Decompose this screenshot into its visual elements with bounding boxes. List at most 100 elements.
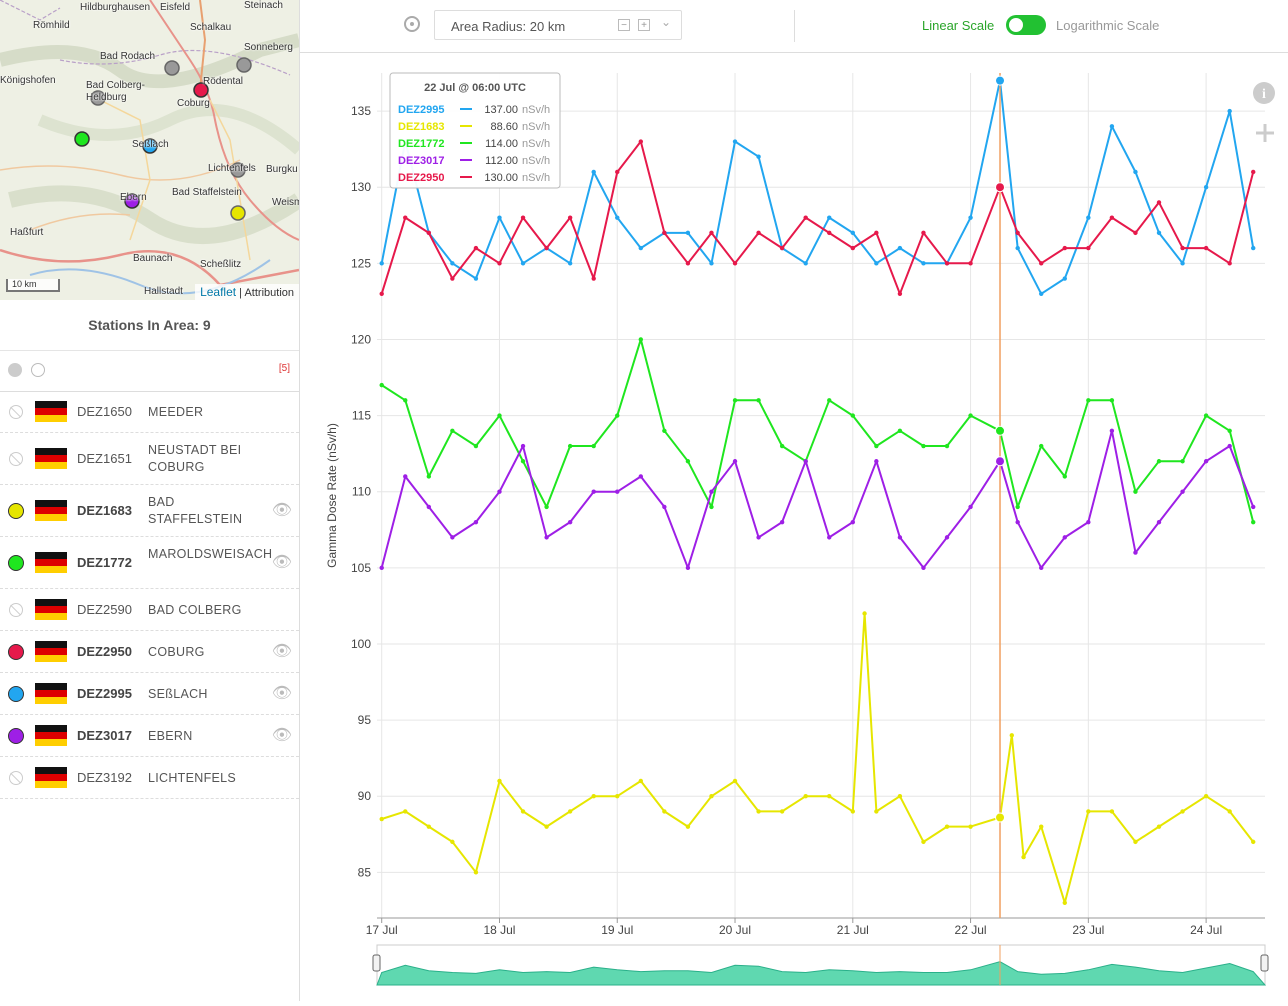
data-point-DEZ3017 xyxy=(1203,459,1209,464)
data-point-DEZ3017 xyxy=(1015,519,1020,525)
data-point-DEZ1683 xyxy=(403,809,408,814)
data-point-DEZ2950 xyxy=(850,245,855,251)
data-point-DEZ2995 xyxy=(615,215,620,220)
station-code: DEZ2950 xyxy=(77,643,132,659)
data-point-DEZ1772 xyxy=(897,428,903,433)
data-point-DEZ2950 xyxy=(968,261,973,266)
select-all-button[interactable] xyxy=(8,363,22,377)
data-point-DEZ1772 xyxy=(1156,459,1162,464)
station-row[interactable]: DEZ2950 COBURG 👁 xyxy=(0,631,299,673)
data-point-DEZ1772 xyxy=(827,398,832,403)
dose-rate-chart[interactable]: 85 90 95 100 105 110 115 120 125 130 135 17 Jul 18 J… xyxy=(300,53,1288,1001)
station-row[interactable]: DEZ2995 SEßLACH 👁 xyxy=(0,673,299,715)
station-row[interactable]: DEZ1650 MEEDER xyxy=(0,391,299,433)
attribution-link[interactable]: Attribution xyxy=(244,287,294,299)
germany-flag-icon xyxy=(35,724,67,747)
data-point-DEZ3017 xyxy=(921,565,926,571)
selected-count: [5] xyxy=(278,363,290,374)
eye-icon[interactable]: 👁 xyxy=(271,642,292,660)
tooltip-value: 137.00 xyxy=(484,104,518,116)
leaflet-link[interactable]: Leaflet xyxy=(200,285,237,299)
data-point-DEZ3017 xyxy=(638,474,644,479)
station-row[interactable]: DEZ1683 BAD STAFFELSTEIN 👁 xyxy=(0,485,299,537)
series-line-DEZ3017 xyxy=(380,429,1255,569)
data-point-DEZ1683 xyxy=(803,793,808,799)
eye-icon[interactable]: 👁 xyxy=(271,684,292,702)
germany-flag-icon xyxy=(35,766,67,789)
data-point-DEZ3017 xyxy=(1180,489,1185,494)
data-point-DEZ2995 xyxy=(709,261,714,266)
data-point-DEZ3017 xyxy=(1227,443,1232,449)
station-color-dot[interactable] xyxy=(8,643,24,660)
station-color-dot[interactable] xyxy=(8,554,24,571)
data-point-DEZ1772 xyxy=(1251,519,1256,525)
left-panel: Römhild Hildburghausen Eisfeld Steinach … xyxy=(0,0,300,1001)
data-point-DEZ1772 xyxy=(1039,443,1044,449)
eye-icon[interactable]: 👁 xyxy=(271,553,292,571)
select-none-button[interactable] xyxy=(31,363,45,377)
data-point-DEZ1772 xyxy=(520,459,526,464)
area-radius-control[interactable]: Area Radius: 20 km − + ⌄ xyxy=(434,10,682,40)
data-point-DEZ1772 xyxy=(732,398,738,403)
data-point-DEZ3017 xyxy=(662,504,667,510)
station-row[interactable]: DEZ3192 LICHTENFELS xyxy=(0,757,299,799)
radius-plus-button[interactable]: + xyxy=(638,19,650,31)
x-tick-label: 21 Jul xyxy=(837,923,869,937)
map-scale-bar: 10 km xyxy=(6,279,60,292)
data-point-DEZ2950 xyxy=(379,291,384,296)
station-row[interactable]: DEZ3017 EBERN 👁 xyxy=(0,715,299,757)
scale-toggle[interactable] xyxy=(1006,15,1046,35)
data-point-DEZ3017 xyxy=(567,519,573,525)
data-point-DEZ1683 xyxy=(1133,839,1138,845)
chart-area[interactable]: 85 90 95 100 105 110 115 120 125 130 135 17 Jul 18 J… xyxy=(300,53,1288,1001)
data-point-DEZ3017 xyxy=(874,459,879,464)
tooltip-unit: nSv/h xyxy=(522,104,550,116)
radius-minus-button[interactable]: − xyxy=(618,19,630,31)
station-color-dot[interactable] xyxy=(8,502,24,519)
station-row[interactable]: DEZ2590 BAD COLBERG xyxy=(0,589,299,631)
station-code: DEZ3192 xyxy=(77,769,132,785)
target-icon[interactable] xyxy=(404,16,420,32)
data-point-DEZ3017 xyxy=(732,459,738,464)
toolbar-divider xyxy=(794,10,795,42)
data-point-DEZ2995 xyxy=(685,230,691,236)
tooltip-code: DEZ3017 xyxy=(398,155,444,167)
data-point-DEZ1772 xyxy=(403,398,408,403)
station-name: MAROLDSWEISACH xyxy=(148,546,273,561)
station-disabled-icon[interactable] xyxy=(9,770,23,785)
data-point-DEZ3017 xyxy=(709,489,714,494)
data-point-DEZ2950 xyxy=(732,261,738,266)
data-point-DEZ2950 xyxy=(591,276,596,281)
station-color-dot[interactable] xyxy=(8,727,24,744)
x-tick-label: 18 Jul xyxy=(483,923,515,937)
data-point-DEZ2950 xyxy=(497,261,502,266)
data-point-DEZ1683 xyxy=(1251,839,1256,845)
data-point-DEZ1683 xyxy=(1109,809,1115,814)
station-disabled-icon[interactable] xyxy=(9,602,23,617)
linear-scale-label[interactable]: Linear Scale xyxy=(922,18,995,33)
station-map[interactable]: Römhild Hildburghausen Eisfeld Steinach … xyxy=(0,0,299,300)
data-point-DEZ1772 xyxy=(685,459,691,464)
info-icon xyxy=(1253,82,1275,104)
map-label: Hallstadt xyxy=(144,286,183,297)
data-point-DEZ1683 xyxy=(662,809,667,814)
map-label: Weism xyxy=(272,197,299,208)
chevron-down-icon[interactable]: ⌄ xyxy=(661,15,672,29)
station-disabled-icon[interactable] xyxy=(9,404,23,419)
eye-icon[interactable]: 👁 xyxy=(271,726,292,744)
data-point-DEZ1683 xyxy=(450,839,455,845)
stations-title: Stations In Area: 9 xyxy=(88,317,211,333)
data-point-DEZ1683 xyxy=(379,816,384,822)
station-color-dot[interactable] xyxy=(8,685,24,702)
data-point-DEZ1772 xyxy=(497,413,502,418)
data-point-DEZ2950 xyxy=(1180,245,1185,251)
station-row[interactable]: DEZ1651 NEUSTADT BEI COBURG xyxy=(0,433,299,485)
data-point-DEZ2995 xyxy=(732,139,738,144)
map-label: Coburg xyxy=(177,98,210,109)
log-scale-label[interactable]: Logarithmic Scale xyxy=(1056,18,1160,33)
data-point-DEZ2995 xyxy=(921,261,926,266)
station-row[interactable]: DEZ1772 MAROLDSWEISACH 👁 xyxy=(0,537,299,589)
data-point-DEZ3017 xyxy=(1109,428,1115,433)
station-disabled-icon[interactable] xyxy=(9,451,23,466)
eye-icon[interactable]: 👁 xyxy=(271,501,292,519)
